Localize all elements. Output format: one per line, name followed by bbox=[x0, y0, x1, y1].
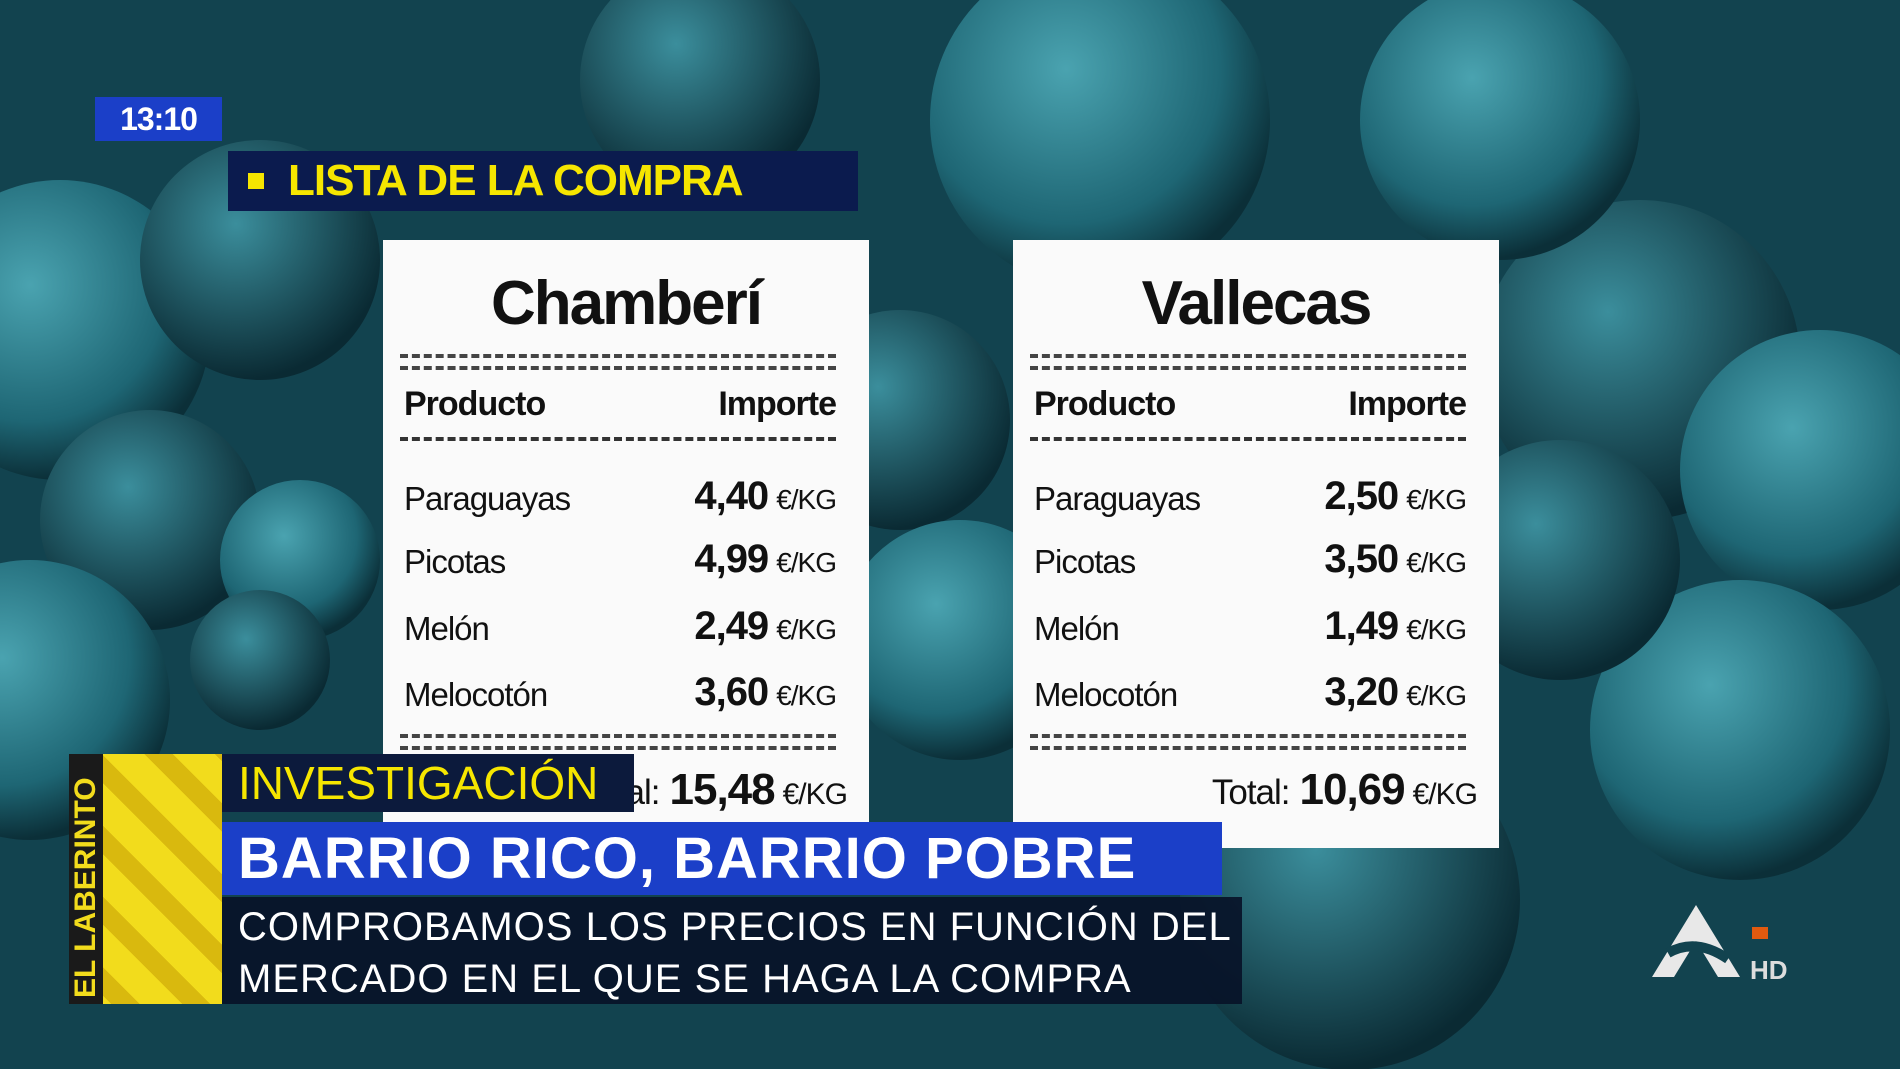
separator bbox=[400, 734, 836, 750]
price-unit: €/KG bbox=[1406, 484, 1467, 515]
price-unit: €/KG bbox=[776, 680, 837, 711]
item-price: 3,50 €/KG bbox=[1324, 537, 1467, 582]
item-name: Picotas bbox=[404, 543, 506, 580]
column-header: Producto bbox=[1034, 385, 1176, 423]
receipt: Chamberí Producto Importe Paraguayas 4,40 €/K… bbox=[383, 240, 869, 848]
price-unit: €/KG bbox=[1406, 680, 1467, 711]
separator bbox=[400, 354, 836, 370]
price-value: 1,49 bbox=[1324, 604, 1399, 648]
item-row: Picotas 4,99 €/KG bbox=[404, 537, 837, 583]
item-row: Melón 2,49 €/KG bbox=[404, 604, 837, 650]
section-title-text: LISTA DE LA COMPRA bbox=[288, 156, 744, 205]
item-row: Melocotón 3,60 €/KG bbox=[404, 670, 837, 716]
item-name: Melón bbox=[1034, 610, 1120, 647]
item-price: 4,40 €/KG bbox=[694, 474, 837, 519]
program-logo: EL LABERINTO bbox=[69, 754, 222, 1004]
separator bbox=[400, 437, 836, 441]
separator bbox=[1030, 354, 1466, 370]
receipt-title: Vallecas bbox=[1141, 269, 1373, 338]
program-logo-text: EL LABERINTO bbox=[69, 777, 102, 998]
item-price: 1,49 €/KG bbox=[1324, 604, 1467, 649]
item-price: 3,20 €/KG bbox=[1324, 670, 1467, 715]
receipt-title: Chamberí bbox=[491, 269, 763, 338]
price-value: 2,49 bbox=[694, 604, 769, 648]
price-value: 2,50 bbox=[1324, 474, 1399, 518]
price-value: 4,99 bbox=[694, 537, 769, 581]
item-row: Paraguayas 2,50 €/KG bbox=[1034, 474, 1467, 520]
item-row: Melocotón 3,20 €/KG bbox=[1034, 670, 1467, 716]
clock: 13:10 bbox=[95, 97, 222, 141]
subtitle-line: COMPROBAMOS LOS PRECIOS EN FUNCIÓN DEL bbox=[238, 905, 1232, 949]
total: Total: 10,69 €/KG bbox=[1211, 765, 1478, 815]
separator bbox=[1030, 734, 1466, 750]
price-value: 4,40 bbox=[694, 474, 769, 518]
item-name: Paraguayas bbox=[1034, 480, 1201, 517]
item-row: Melón 1,49 €/KG bbox=[1034, 604, 1467, 650]
subtitle-line: MERCADO EN EL QUE SE HAGA LA COMPRA bbox=[238, 957, 1132, 1001]
item-price: 4,99 €/KG bbox=[694, 537, 837, 582]
column-header: Importe bbox=[718, 385, 837, 423]
item-name: Melocotón bbox=[1034, 676, 1178, 713]
item-price: 2,49 €/KG bbox=[694, 604, 837, 649]
price-unit: €/KG bbox=[1406, 547, 1467, 578]
price-unit: €/KG bbox=[1406, 614, 1467, 645]
price-unit: €/KG bbox=[776, 547, 837, 578]
total-label: Total: bbox=[1211, 773, 1291, 812]
item-row: Paraguayas 4,40 €/KG bbox=[404, 474, 837, 520]
price-value: 3,20 bbox=[1324, 670, 1399, 714]
price-unit: €/KG bbox=[776, 484, 837, 515]
column-header: Importe bbox=[1348, 385, 1467, 423]
item-name: Melón bbox=[404, 610, 490, 647]
channel-logo bbox=[1652, 905, 1768, 977]
column-header: Producto bbox=[404, 385, 546, 423]
item-price: 3,60 €/KG bbox=[694, 670, 837, 715]
item-price: 2,50 €/KG bbox=[1324, 474, 1467, 519]
price-value: 3,50 bbox=[1324, 537, 1399, 581]
lower-third-tag: INVESTIGACIÓN bbox=[222, 754, 634, 812]
lower-third-headline: BARRIO RICO, BARRIO POBRE bbox=[222, 822, 1222, 895]
item-name: Paraguayas bbox=[404, 480, 571, 517]
item-name: Picotas bbox=[1034, 543, 1136, 580]
total-value: 15,48 bbox=[669, 765, 776, 814]
item-row: Picotas 3,50 €/KG bbox=[1034, 537, 1467, 583]
item-name: Melocotón bbox=[404, 676, 548, 713]
section-title: LISTA DE LA COMPRA bbox=[228, 151, 858, 211]
total-value: 10,69 bbox=[1299, 765, 1406, 814]
channel-badge: HD bbox=[1750, 955, 1788, 985]
lower-third-subtitle: COMPROBAMOS LOS PRECIOS EN FUNCIÓN DEL M… bbox=[222, 897, 1242, 1004]
total-unit: €/KG bbox=[1412, 778, 1478, 811]
total-unit: €/KG bbox=[782, 778, 848, 811]
receipt: Vallecas Producto Importe Paraguayas 2,50 €/K… bbox=[1013, 240, 1499, 848]
separator bbox=[1030, 437, 1466, 441]
price-unit: €/KG bbox=[776, 614, 837, 645]
price-value: 3,60 bbox=[694, 670, 769, 714]
